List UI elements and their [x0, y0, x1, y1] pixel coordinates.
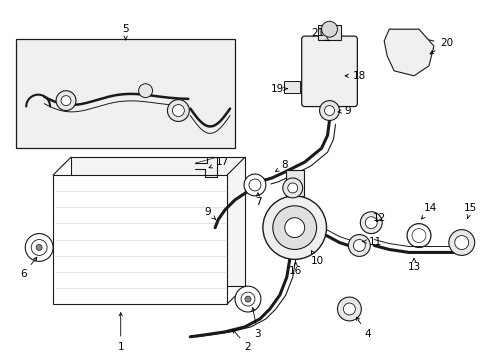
Circle shape — [282, 178, 302, 198]
Circle shape — [448, 230, 474, 255]
Bar — [317, 25, 341, 40]
Text: 6: 6 — [20, 257, 37, 279]
Circle shape — [324, 105, 334, 116]
Circle shape — [343, 303, 355, 315]
Circle shape — [347, 235, 369, 256]
Circle shape — [248, 179, 261, 191]
Text: 4: 4 — [356, 317, 370, 339]
Circle shape — [167, 100, 189, 121]
Text: 19: 19 — [271, 84, 287, 94]
Circle shape — [241, 292, 254, 306]
Text: 20: 20 — [429, 38, 452, 54]
Circle shape — [263, 196, 326, 260]
Circle shape — [244, 174, 265, 196]
Text: 13: 13 — [407, 258, 420, 272]
Polygon shape — [384, 29, 433, 76]
Text: 5: 5 — [122, 24, 129, 40]
Text: 12: 12 — [372, 213, 385, 223]
Circle shape — [353, 239, 365, 251]
Circle shape — [61, 96, 71, 105]
Bar — [285, 170, 303, 196]
Circle shape — [244, 296, 250, 302]
Text: 21: 21 — [310, 28, 328, 41]
Text: 3: 3 — [251, 308, 261, 339]
Circle shape — [454, 235, 468, 249]
Circle shape — [235, 286, 261, 312]
Text: 8: 8 — [275, 160, 287, 171]
Text: 1: 1 — [117, 313, 124, 352]
Polygon shape — [71, 157, 244, 286]
Circle shape — [56, 91, 76, 111]
Circle shape — [25, 234, 53, 261]
Circle shape — [287, 183, 297, 193]
Text: 2: 2 — [232, 330, 251, 352]
Text: 9: 9 — [337, 105, 350, 116]
Text: 11: 11 — [362, 237, 381, 247]
Circle shape — [360, 212, 382, 234]
Circle shape — [31, 239, 47, 255]
Text: 15: 15 — [463, 203, 476, 219]
Circle shape — [337, 297, 361, 321]
Circle shape — [319, 100, 339, 121]
Text: 17: 17 — [209, 157, 228, 168]
Circle shape — [36, 244, 42, 251]
Text: 7: 7 — [254, 193, 261, 207]
Circle shape — [321, 21, 337, 37]
Circle shape — [172, 105, 184, 117]
Circle shape — [272, 206, 316, 249]
Bar — [16, 39, 235, 148]
Text: 16: 16 — [288, 262, 302, 276]
Polygon shape — [53, 175, 226, 304]
Text: 14: 14 — [421, 203, 437, 219]
Text: 10: 10 — [310, 251, 324, 266]
Bar — [283, 81, 299, 93]
Circle shape — [365, 217, 376, 229]
Circle shape — [138, 84, 152, 98]
Text: 9: 9 — [203, 207, 215, 219]
Text: 18: 18 — [345, 71, 365, 81]
Circle shape — [284, 218, 304, 238]
FancyBboxPatch shape — [301, 36, 357, 107]
